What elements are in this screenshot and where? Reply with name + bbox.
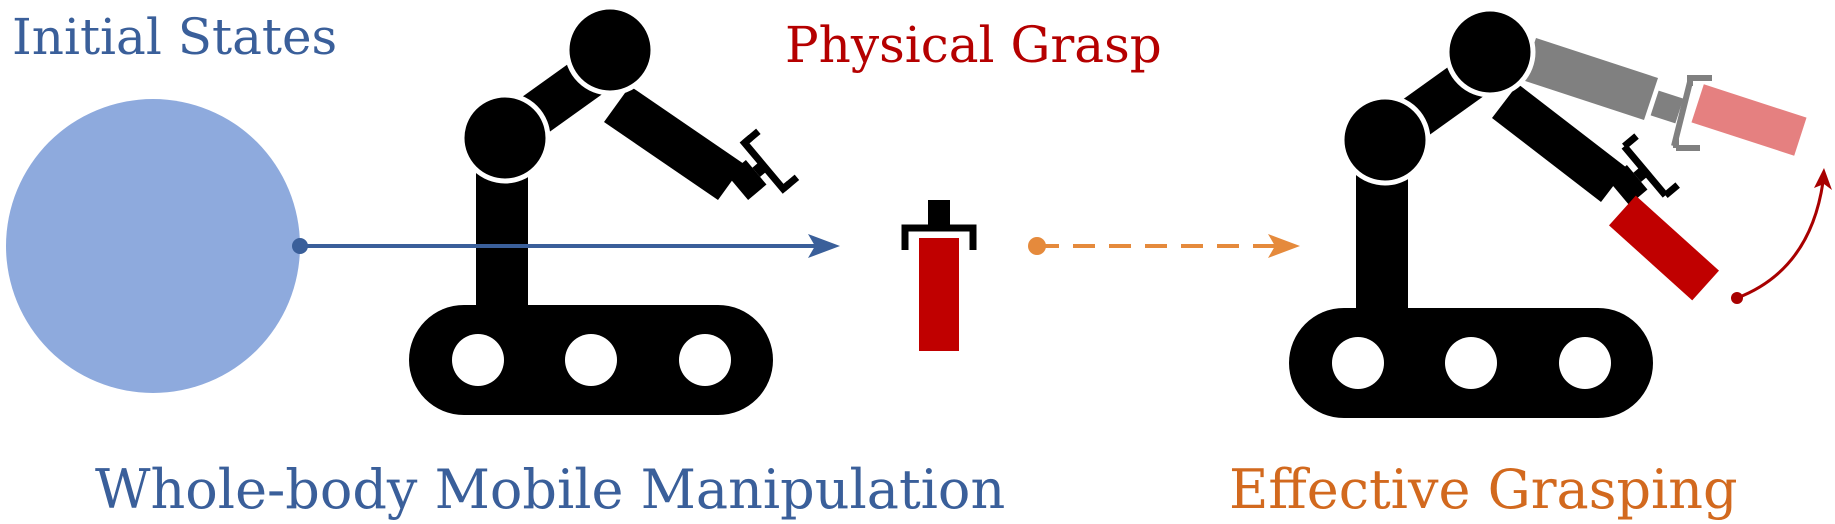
right-robot-wheel-3 [1559,337,1611,389]
physical-grasp-label: Physical Grasp [785,16,1162,74]
right-robot-gripper-icon [1608,133,1680,205]
trajectory-start-dot [292,238,308,254]
initial-states-label: Initial States [12,8,337,66]
effective-grasping-label: Effective Grasping [1229,458,1738,521]
initial-states-circle [6,99,300,393]
physical-grasp-object-icon [901,200,977,351]
left-robot-elbow-joint [564,4,656,96]
lift-arrow [1731,168,1832,304]
left-robot-wheel-2 [565,334,617,386]
lift-arrow-start-dot [1731,292,1743,304]
left-robot-shoulder-joint [459,92,551,184]
left-robot-gripper-icon [727,128,800,200]
right-robot-forearm [1492,84,1627,202]
left-robot-forearm [604,86,744,200]
right-robot-shoulder-joint [1339,94,1431,186]
right-robot-icon [1289,6,1807,418]
right-robot-wheel-1 [1332,337,1384,389]
right-robot-wheel-2 [1445,337,1497,389]
left-robot-wheel-3 [679,334,731,386]
trajectory-arrow [292,234,840,258]
transition-start-dot [1028,237,1046,255]
right-robot-elbow-joint [1444,6,1536,98]
left-robot-icon [409,4,800,415]
whole-body-mobile-manipulation-label: Whole-body Mobile Manipulation [95,458,1005,521]
grasped-object [1609,195,1719,301]
ghost-arm-pose [1522,38,1807,156]
left-robot-wheel-1 [452,334,504,386]
transition-arrow [1028,234,1300,258]
